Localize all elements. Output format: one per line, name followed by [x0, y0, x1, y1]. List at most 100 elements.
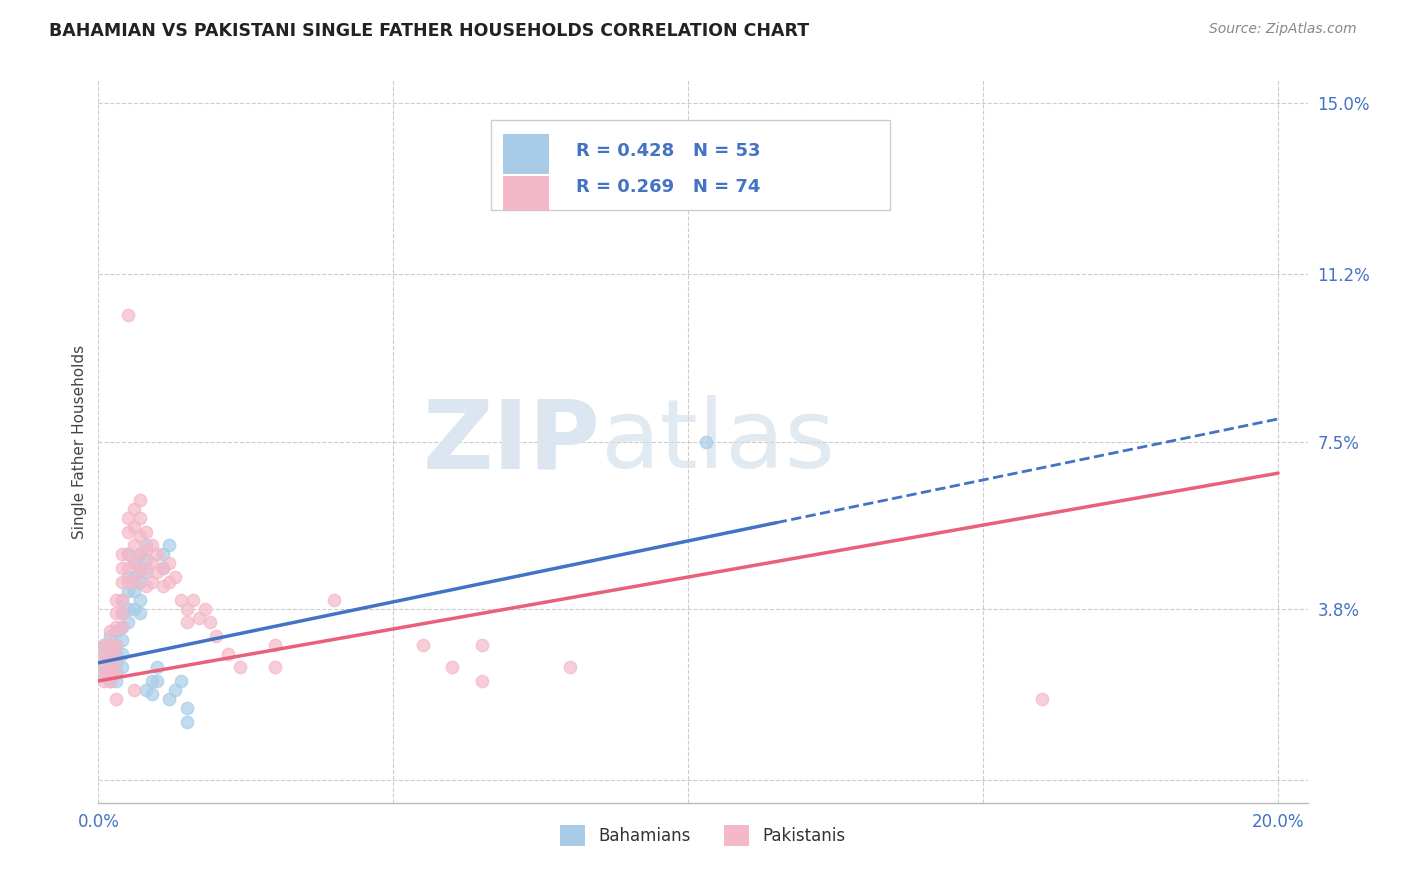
Text: Source: ZipAtlas.com: Source: ZipAtlas.com: [1209, 22, 1357, 37]
Point: [170, 592, 193, 607]
Point: [135, 566, 157, 580]
Point: [128, 493, 150, 508]
Point: [93, 638, 115, 652]
Point: [128, 548, 150, 562]
Point: [93, 673, 115, 688]
Point: [157, 692, 180, 706]
Point: [93, 660, 115, 674]
Point: [128, 548, 150, 562]
Point: [105, 638, 128, 652]
Point: [117, 574, 139, 589]
Point: [111, 561, 134, 575]
Point: [135, 561, 157, 575]
Point: [176, 714, 198, 729]
FancyBboxPatch shape: [492, 120, 890, 211]
Point: [98, 673, 121, 688]
Point: [111, 633, 134, 648]
Point: [122, 583, 145, 598]
Point: [98, 665, 121, 679]
Point: [105, 638, 128, 652]
Legend: Bahamians, Pakistanis: Bahamians, Pakistanis: [554, 819, 852, 852]
Point: [117, 524, 139, 539]
Point: [122, 570, 145, 584]
Point: [117, 570, 139, 584]
Point: [141, 687, 163, 701]
Point: [93, 656, 115, 670]
Point: [105, 692, 128, 706]
Point: [165, 570, 187, 584]
Point: [117, 548, 139, 562]
Point: [93, 647, 115, 661]
Point: [157, 557, 180, 571]
Point: [105, 651, 128, 665]
Point: [170, 673, 193, 688]
Point: [98, 656, 121, 670]
Point: [111, 574, 134, 589]
Point: [111, 620, 134, 634]
Point: [117, 308, 139, 322]
Text: R = 0.269   N = 74: R = 0.269 N = 74: [576, 178, 761, 196]
Text: R = 0.428   N = 53: R = 0.428 N = 53: [576, 142, 761, 160]
Point: [111, 592, 134, 607]
Point: [117, 548, 139, 562]
Point: [111, 660, 134, 674]
Point: [105, 665, 128, 679]
Point: [146, 548, 169, 562]
Point: [152, 561, 174, 575]
Point: [165, 682, 187, 697]
Point: [128, 561, 150, 575]
Point: [695, 434, 717, 449]
Point: [117, 601, 139, 615]
Point: [93, 647, 115, 661]
Point: [122, 682, 145, 697]
Point: [152, 579, 174, 593]
Point: [98, 638, 121, 652]
Point: [98, 629, 121, 643]
Point: [152, 548, 174, 562]
Point: [264, 638, 287, 652]
Point: [194, 601, 217, 615]
Point: [264, 660, 287, 674]
Point: [105, 656, 128, 670]
Point: [122, 557, 145, 571]
Point: [200, 615, 222, 630]
Point: [117, 511, 139, 525]
Point: [176, 701, 198, 715]
Point: [157, 538, 180, 552]
Point: [135, 542, 157, 557]
Point: [141, 557, 163, 571]
Point: [128, 606, 150, 620]
Point: [111, 606, 134, 620]
Point: [323, 592, 346, 607]
Point: [111, 620, 134, 634]
Bar: [503, 176, 550, 211]
Point: [105, 624, 128, 639]
Point: [471, 638, 494, 652]
Point: [135, 552, 157, 566]
Point: [122, 502, 145, 516]
Point: [105, 673, 128, 688]
Point: [98, 647, 121, 661]
Point: [146, 673, 169, 688]
Point: [187, 610, 209, 624]
Point: [122, 538, 145, 552]
Point: [128, 529, 150, 543]
Point: [98, 673, 121, 688]
Y-axis label: Single Father Households: Single Father Households: [72, 344, 87, 539]
Point: [412, 638, 434, 652]
Point: [117, 615, 139, 630]
Point: [105, 606, 128, 620]
Point: [93, 665, 115, 679]
Point: [135, 579, 157, 593]
Point: [141, 538, 163, 552]
Point: [217, 647, 239, 661]
Point: [111, 606, 134, 620]
Point: [135, 682, 157, 697]
Point: [105, 647, 128, 661]
Point: [1031, 692, 1053, 706]
Text: atlas: atlas: [600, 395, 835, 488]
Point: [229, 660, 252, 674]
Point: [135, 538, 157, 552]
Point: [176, 615, 198, 630]
Point: [98, 656, 121, 670]
